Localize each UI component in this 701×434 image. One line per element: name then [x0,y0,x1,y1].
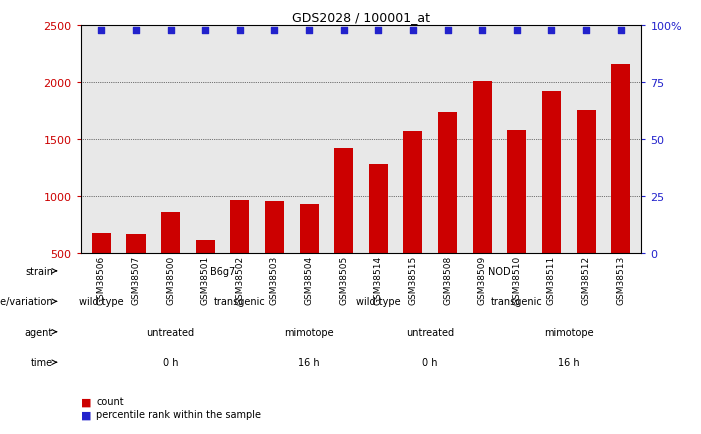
Point [580,27,592,34]
Bar [265,201,284,311]
Point [615,27,626,34]
Bar [299,205,319,311]
Point [96,27,107,34]
Bar [196,240,215,311]
Bar [542,92,561,311]
Text: time: time [31,358,53,367]
Text: transgenic: transgenic [214,297,266,306]
Bar [334,149,353,311]
Bar [472,82,491,311]
Text: 16 h: 16 h [299,358,320,367]
Point [130,27,142,34]
Bar [231,201,250,311]
Text: untreated: untreated [147,327,195,337]
Text: ■: ■ [81,397,91,406]
Text: NOD: NOD [488,266,511,276]
Text: mimotope: mimotope [544,327,594,337]
Bar [438,112,457,311]
Bar [92,233,111,311]
Point [165,27,176,34]
Bar [369,165,388,311]
Bar [611,65,630,311]
Text: count: count [96,397,123,406]
Text: wild type: wild type [356,297,401,306]
Text: transgenic: transgenic [491,297,543,306]
Text: 0 h: 0 h [163,358,178,367]
Point [407,27,418,34]
Text: 0 h: 0 h [423,358,438,367]
Text: wild type: wild type [79,297,123,306]
Title: GDS2028 / 100001_at: GDS2028 / 100001_at [292,10,430,23]
Point [338,27,349,34]
Bar [508,131,526,311]
Point [304,27,315,34]
Point [477,27,488,34]
Text: mimotope: mimotope [285,327,334,337]
Text: 16 h: 16 h [558,358,580,367]
Bar [126,234,146,311]
Text: percentile rank within the sample: percentile rank within the sample [96,410,261,419]
Point [511,27,522,34]
Point [373,27,384,34]
Point [234,27,245,34]
Bar [576,110,596,311]
Text: ■: ■ [81,410,91,419]
Point [442,27,453,34]
Text: agent: agent [25,327,53,337]
Point [200,27,211,34]
Point [269,27,280,34]
Text: strain: strain [25,266,53,276]
Text: untreated: untreated [406,327,454,337]
Text: genotype/variation: genotype/variation [0,297,53,306]
Bar [161,213,180,311]
Point [546,27,557,34]
Text: B6g7: B6g7 [210,266,235,276]
Bar [403,132,423,311]
